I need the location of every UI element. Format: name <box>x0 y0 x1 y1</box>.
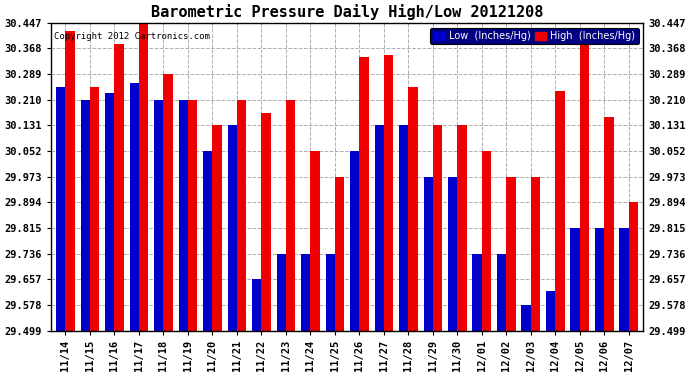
Bar <box>497 254 506 330</box>
Bar <box>262 113 270 330</box>
Bar <box>473 254 482 330</box>
Bar <box>580 32 589 330</box>
Bar <box>482 151 491 330</box>
Bar <box>522 305 531 330</box>
Bar <box>359 57 368 330</box>
Bar <box>335 177 344 330</box>
Bar <box>179 100 188 330</box>
Bar <box>350 151 359 330</box>
Bar <box>620 228 629 330</box>
Legend: Low  (Inches/Hg), High  (Inches/Hg): Low (Inches/Hg), High (Inches/Hg) <box>430 28 639 44</box>
Bar <box>424 177 433 330</box>
Bar <box>56 87 66 330</box>
Bar <box>252 279 262 330</box>
Bar <box>154 100 164 330</box>
Bar <box>277 254 286 330</box>
Bar <box>531 177 540 330</box>
Bar <box>506 177 515 330</box>
Bar <box>375 125 384 330</box>
Bar <box>130 84 139 330</box>
Bar <box>213 125 221 330</box>
Bar <box>433 125 442 330</box>
Bar <box>203 151 213 330</box>
Bar <box>301 254 310 330</box>
Bar <box>546 291 555 330</box>
Bar <box>164 74 172 330</box>
Bar <box>384 54 393 330</box>
Bar <box>237 100 246 330</box>
Bar <box>310 151 319 330</box>
Bar <box>66 32 75 330</box>
Title: Barometric Pressure Daily High/Low 20121208: Barometric Pressure Daily High/Low 20121… <box>151 4 543 20</box>
Bar <box>408 87 417 330</box>
Bar <box>90 87 99 330</box>
Bar <box>399 125 408 330</box>
Bar <box>115 45 124 330</box>
Bar <box>188 100 197 330</box>
Bar <box>228 125 237 330</box>
Text: Copyright 2012 Cartronics.com: Copyright 2012 Cartronics.com <box>54 32 210 41</box>
Bar <box>448 177 457 330</box>
Bar <box>595 228 604 330</box>
Bar <box>629 202 638 330</box>
Bar <box>105 93 115 330</box>
Bar <box>571 228 580 330</box>
Bar <box>604 117 613 330</box>
Bar <box>139 23 148 330</box>
Bar <box>555 91 564 330</box>
Bar <box>81 100 90 330</box>
Bar <box>326 254 335 330</box>
Bar <box>286 100 295 330</box>
Bar <box>457 125 466 330</box>
